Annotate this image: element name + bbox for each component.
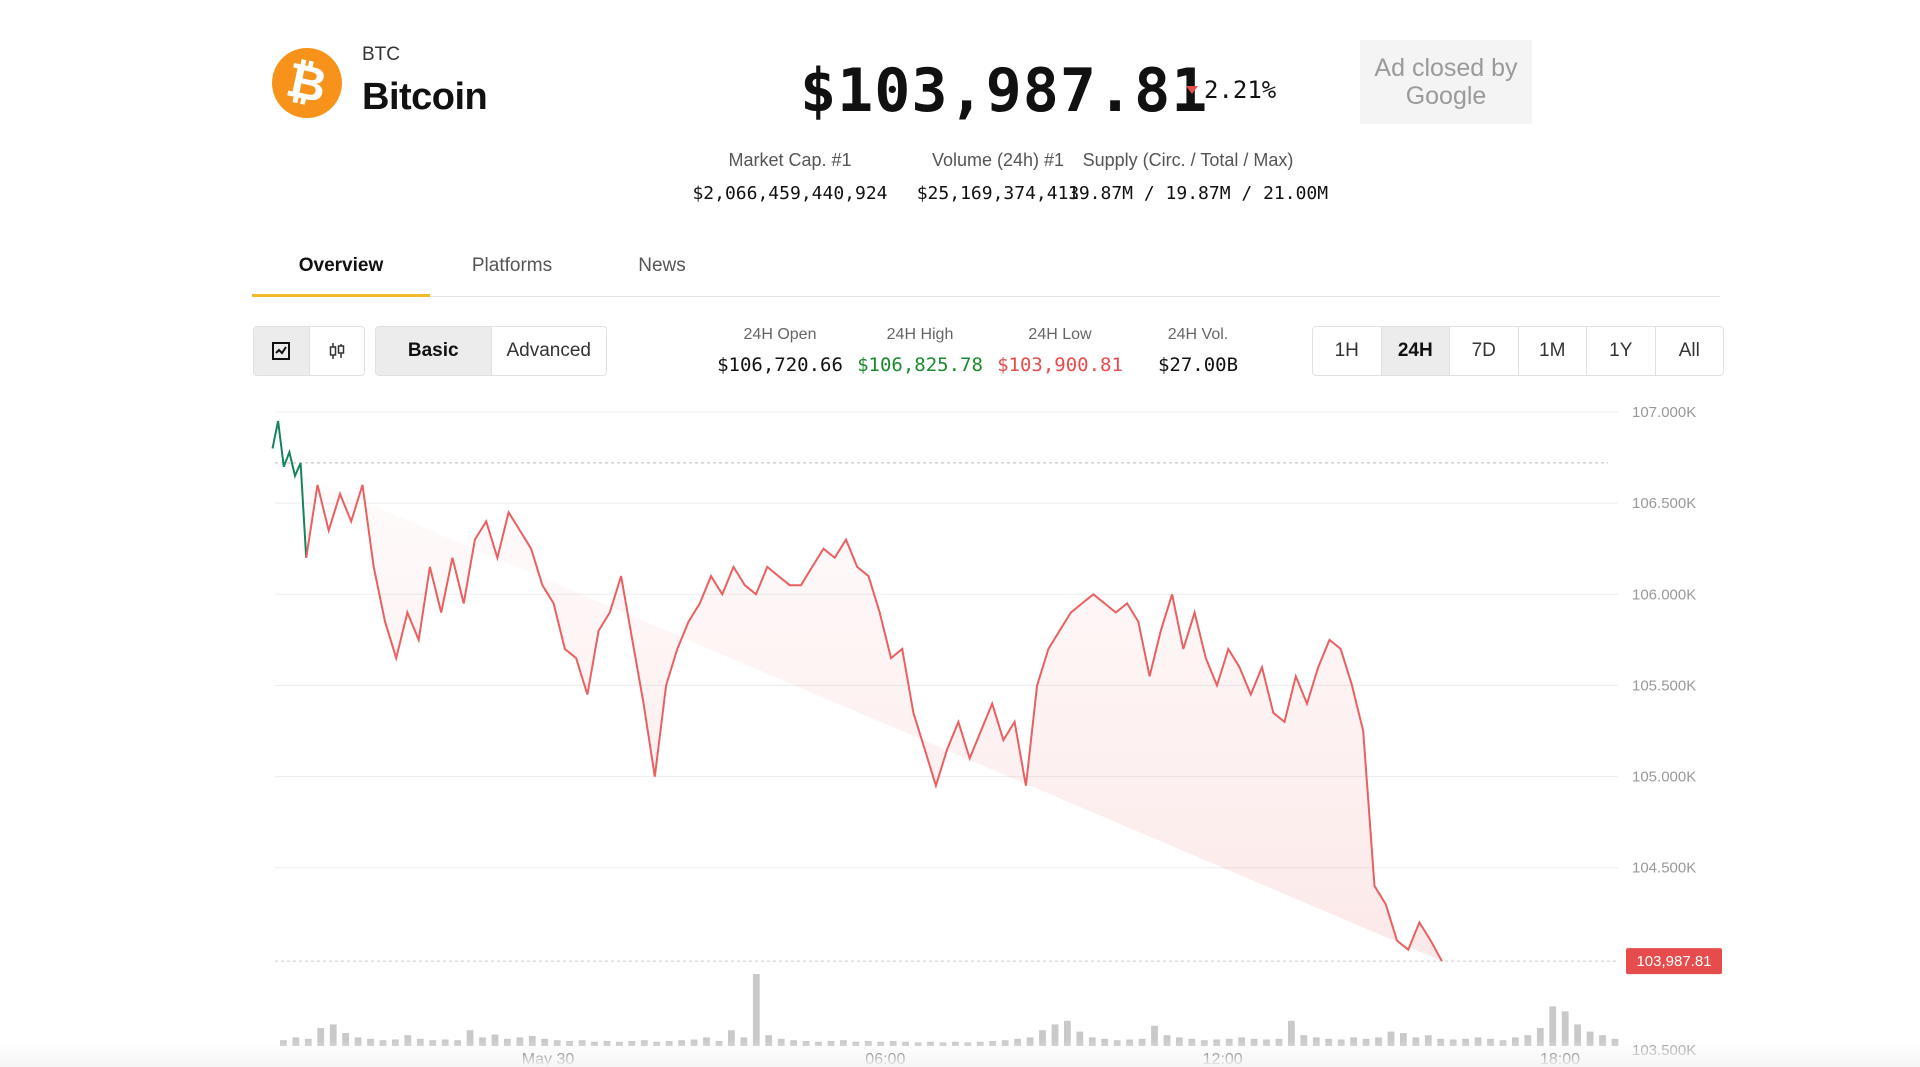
ohlc-low: 24H Low $103,900.81 bbox=[980, 326, 1140, 376]
stat-volume: Volume (24h) #1 $25,169,374,413 bbox=[898, 150, 1098, 204]
stat-value: 19.87M / 19.87M / 21.00M bbox=[1068, 183, 1329, 204]
ohlc-label: 24H Vol. bbox=[1167, 326, 1229, 343]
y-tick-label: 105.500K bbox=[1632, 677, 1696, 694]
range-24h-button[interactable]: 24H bbox=[1380, 327, 1449, 375]
price-area bbox=[272, 462, 1442, 962]
range-all-button[interactable]: All bbox=[1654, 327, 1724, 375]
down-triangle-icon bbox=[1186, 86, 1198, 94]
advanced-button[interactable]: Advanced bbox=[490, 327, 607, 375]
section-tabs: Overview Platforms News bbox=[252, 254, 1720, 297]
volume-bar bbox=[1586, 1031, 1594, 1046]
ohlc-value: $106,825.78 bbox=[857, 354, 983, 376]
volume-bar bbox=[752, 974, 760, 1046]
current-price-badge-text: 103,987.81 bbox=[1636, 953, 1711, 970]
stat-label: Volume (24h) #1 bbox=[931, 150, 1065, 170]
stat-value: $2,066,459,440,924 bbox=[692, 183, 888, 204]
candlestick-icon bbox=[329, 343, 344, 359]
bitcoin-logo-icon: ₿ bbox=[272, 48, 342, 118]
volume-bar bbox=[329, 1024, 337, 1046]
y-tick-label: 106.500K bbox=[1632, 495, 1696, 512]
coin-ticker: BTC bbox=[362, 44, 400, 65]
stat-label: Supply (Circ. / Total / Max) bbox=[1082, 150, 1294, 170]
ohlc-high: 24H High $106,825.78 bbox=[840, 326, 1000, 376]
line-chart-icon bbox=[272, 342, 291, 360]
basic-button[interactable]: Basic bbox=[376, 327, 491, 375]
tab-platforms[interactable]: Platforms bbox=[471, 255, 553, 276]
stat-label: Market Cap. #1 bbox=[728, 150, 852, 170]
y-tick-label: 105.000K bbox=[1632, 769, 1696, 786]
ad-google-text: Google bbox=[1405, 82, 1487, 110]
candlestick-button[interactable] bbox=[308, 327, 365, 375]
volume-bar bbox=[1288, 1020, 1295, 1046]
price-change: 2.21% bbox=[1186, 76, 1276, 104]
current-price-badge bbox=[1626, 948, 1722, 975]
ohlc-value: $103,900.81 bbox=[997, 354, 1123, 376]
range-7d-button[interactable]: 7D bbox=[1449, 327, 1518, 375]
volume-bar bbox=[342, 1033, 349, 1046]
price-line-up bbox=[271, 420, 308, 558]
volume-bar bbox=[466, 1030, 474, 1046]
range-selector: 1H 24H 7D 1M 1Y All bbox=[1312, 326, 1724, 376]
volume-bar bbox=[1536, 1028, 1544, 1046]
range-1y-button[interactable]: 1Y bbox=[1586, 327, 1655, 375]
volume-bar bbox=[317, 1028, 325, 1046]
y-tick-label: 106.000K bbox=[1632, 586, 1696, 603]
volume-bar bbox=[1400, 1033, 1407, 1046]
volume-bar bbox=[1076, 1031, 1084, 1046]
tab-news[interactable]: News bbox=[638, 255, 686, 276]
ohlc-label: 24H Open bbox=[743, 326, 817, 343]
range-1m-button[interactable]: 1M bbox=[1517, 327, 1587, 375]
stat-market-cap: Market Cap. #1 $2,066,459,440,924 bbox=[690, 150, 890, 204]
price-line-down bbox=[305, 484, 1443, 962]
ohlc-label: 24H Low bbox=[1028, 326, 1092, 343]
chart-type-toggle bbox=[253, 326, 365, 376]
volume-bar bbox=[1387, 1031, 1395, 1046]
volume-bar bbox=[1574, 1024, 1581, 1046]
current-price: $103,987.81 bbox=[800, 56, 1209, 126]
ohlc-open: 24H Open $106,720.66 bbox=[700, 326, 860, 376]
volume-bar bbox=[1151, 1025, 1158, 1046]
line-chart-button[interactable] bbox=[254, 327, 309, 375]
ohlc-volume: 24H Vol. $27.00B bbox=[1118, 326, 1278, 376]
stat-supply: Supply (Circ. / Total / Max) 19.87M / 19… bbox=[1068, 150, 1329, 204]
volume-bar bbox=[1064, 1020, 1071, 1046]
y-tick-label: 107.000K bbox=[1632, 404, 1696, 421]
coin-name: Bitcoin bbox=[362, 76, 488, 118]
volume-bar bbox=[1549, 1006, 1557, 1046]
ad-closed-box: Ad closed by Google bbox=[1360, 40, 1532, 124]
ohlc-value: $27.00B bbox=[1157, 354, 1239, 376]
tab-overview[interactable]: Overview bbox=[252, 254, 430, 297]
bottom-fade bbox=[0, 1040, 1920, 1067]
volume-bar bbox=[1039, 1030, 1046, 1046]
stat-value: $25,169,374,413 bbox=[916, 183, 1080, 204]
ad-closed-text: Ad closed by bbox=[1374, 54, 1518, 82]
volume-bar bbox=[1051, 1024, 1059, 1046]
ohlc-value: $106,720.66 bbox=[717, 354, 843, 376]
ohlc-label: 24H High bbox=[886, 326, 954, 343]
mode-toggle: Basic Advanced bbox=[375, 326, 607, 376]
y-tick-label: 104.500K bbox=[1632, 860, 1696, 877]
range-1h-button[interactable]: 1H bbox=[1334, 340, 1359, 361]
price-change-value: 2.21% bbox=[1204, 76, 1277, 104]
volume-bar bbox=[728, 1030, 735, 1046]
volume-bar bbox=[1561, 1011, 1569, 1046]
